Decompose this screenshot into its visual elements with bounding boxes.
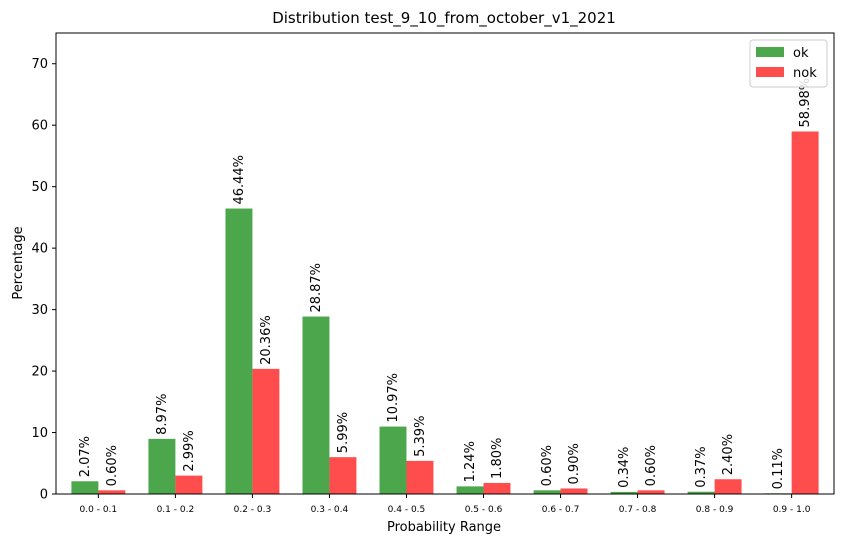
bar-ok (379, 426, 407, 494)
bar-ok (148, 438, 176, 494)
bar-value-label: 0.37% (694, 446, 709, 487)
x-tick-label: 0.7 - 0.8 (619, 505, 657, 515)
bar-value-label: 58.98% (798, 78, 813, 128)
bar-nok (175, 475, 203, 494)
y-axis-title: Percentage (11, 226, 26, 299)
bar-value-label: 0.60% (105, 445, 120, 486)
legend-swatch-ok (756, 47, 784, 57)
bar-ok (456, 486, 484, 494)
bar-ok (225, 208, 253, 494)
bar-ok (302, 316, 330, 494)
chart-title: Distribution test_9_10_from_october_v1_2… (272, 9, 616, 28)
y-tick-label: 60 (31, 119, 48, 134)
bar-ok (610, 491, 638, 494)
axes-frame (55, 32, 835, 495)
bar-value-label: 5.99% (336, 412, 351, 453)
x-tick-label: 0.6 - 0.7 (542, 505, 580, 515)
bar-value-label: 28.87% (309, 263, 324, 313)
x-tick-label: 0.4 - 0.5 (388, 505, 426, 515)
y-tick-label: 20 (31, 365, 48, 380)
x-tick-label: 0.1 - 0.2 (157, 505, 195, 515)
bar-ok (687, 491, 715, 494)
bar-value-label: 1.24% (463, 441, 478, 482)
y-tick-label: 30 (31, 303, 48, 318)
legend-label-nok: nok (793, 66, 817, 81)
y-tick-label: 70 (31, 57, 48, 72)
x-tick-label: 0.2 - 0.3 (234, 505, 272, 515)
x-tick-label: 0.8 - 0.9 (696, 505, 734, 515)
x-tick-label: 0.3 - 0.4 (311, 505, 349, 515)
bar-value-label: 0.90% (567, 443, 582, 484)
bar-nok (791, 131, 819, 494)
bar-nok (714, 479, 742, 494)
bar-nok (98, 490, 126, 494)
bar-value-label: 0.60% (644, 445, 659, 486)
bar-value-label: 0.60% (540, 445, 555, 486)
x-tick-label: 0.0 - 0.1 (80, 505, 118, 515)
x-tick-label: 0.9 - 1.0 (773, 505, 811, 515)
bar-nok (637, 490, 665, 494)
legend: ok nok (749, 39, 828, 88)
bar-nok (560, 488, 588, 494)
y-tick-label: 0 (40, 488, 48, 503)
bar-ok (71, 481, 99, 494)
y-tick-label: 10 (31, 426, 48, 441)
bar-nok (329, 457, 357, 494)
plot-area: 0 10 20 30 40 50 60 70 2.07% 8.97% 46.44% 28.87% 10.… (31, 32, 835, 515)
bar-value-label: 8.97% (155, 394, 170, 435)
bar-value-label: 46.44% (232, 155, 247, 205)
bar-value-label: 1.80% (490, 438, 505, 479)
legend-swatch-nok (756, 67, 784, 77)
bar-value-label: 2.07% (78, 436, 93, 477)
bar-nok (406, 460, 434, 494)
bar-nok (252, 368, 280, 494)
y-tick-label: 50 (31, 180, 48, 195)
x-tick-label: 0.5 - 0.6 (465, 505, 503, 515)
bar-value-label: 10.97% (386, 373, 401, 423)
legend-label-ok: ok (793, 46, 809, 61)
bar-value-label: 2.40% (721, 434, 736, 475)
bar-nok (483, 482, 511, 494)
bar-value-label: 2.99% (182, 430, 197, 471)
bar-ok (533, 490, 561, 494)
bar-value-label: 5.39% (413, 416, 428, 457)
bar-value-label: 0.34% (617, 447, 632, 488)
x-axis-title: Probability Range (387, 520, 501, 535)
bar-value-label: 0.11% (771, 448, 786, 489)
bar-value-label: 20.36% (259, 315, 274, 365)
y-tick-label: 40 (31, 242, 48, 257)
